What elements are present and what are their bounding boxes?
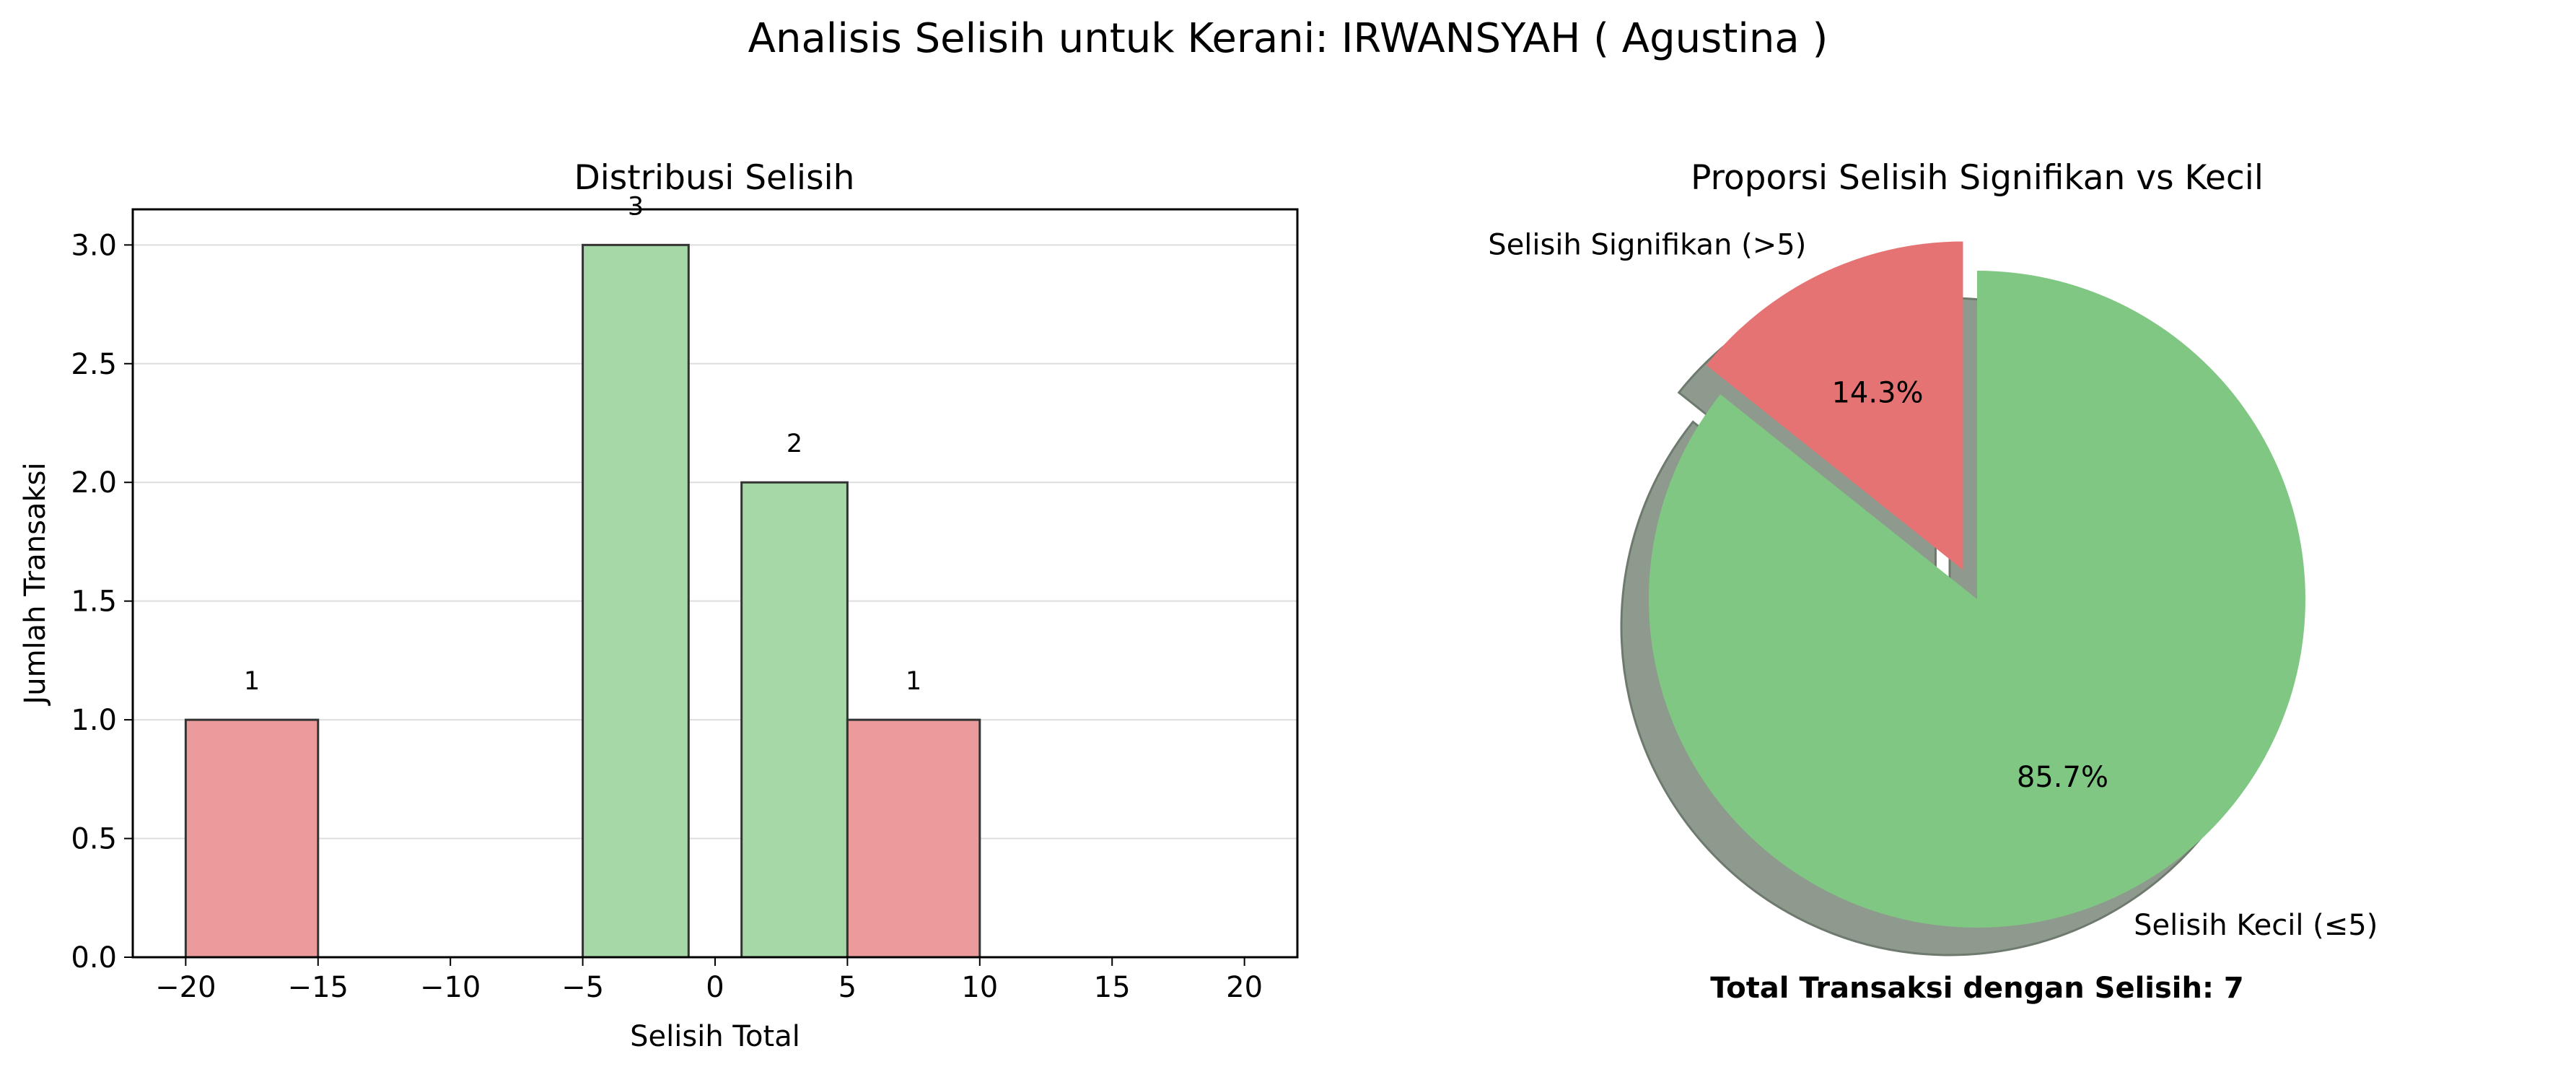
histogram-x-tick-label: 0 [706,971,724,1004]
pie-percent-label: 85.7% [2017,761,2108,794]
histogram-bars [184,243,981,959]
histogram-grid [133,244,1297,958]
histogram-x-tick-label: 10 [961,971,998,1004]
pie-labels: Selisih Signifikan (>5) 14.3% Selisih Keci… [1488,229,2378,942]
histogram-title: Distribusi Selisih [574,158,855,198]
histogram-bar-labels: 1 3 2 1 [244,192,921,696]
histogram-x-tick-label: 15 [1094,971,1131,1004]
histogram-x-tick-label: 5 [838,971,857,1004]
histogram-bar-label: 2 [787,430,802,458]
pie-title: Proporsi Selisih Signifikan vs Kecil [1691,158,2264,198]
histogram-x-tick-label: −10 [420,971,481,1004]
figure-title: Analisis Selisih untuk Kerani: IRWANSYAH… [748,15,1828,62]
histogram-bar-label: 1 [906,667,921,696]
histogram-y-tick-label: 0.0 [71,941,117,975]
histogram-y-tick-label: 0.5 [71,823,117,856]
histogram-x-ticks: −20 −15 −10 −5 0 5 10 15 20 [155,957,1263,1004]
histogram-y-tick-label: 1.0 [71,704,117,737]
histogram-bar [184,718,320,959]
histogram-x-tick-label: 20 [1226,971,1263,1004]
pie-percent-label: 14.3% [1831,376,1923,409]
histogram-y-axis-label: Jumlah Transaksi [19,462,52,706]
histogram-chart: Distribusi Selisih 1 3 2 1 −20 −15 −10 −5 0 5 10 1… [19,158,1299,1053]
pie-slice [1649,271,2305,928]
histogram-bar-label: 3 [628,192,644,221]
histogram-y-tick-label: 2.5 [71,348,117,381]
pie-slice-label: Selisih Signifikan (>5) [1488,229,1806,262]
histogram-x-tick-label: −5 [561,971,604,1004]
histogram-bar [846,718,981,959]
histogram-y-tick-label: 2.0 [71,466,117,500]
histogram-bar [740,481,849,959]
histogram-x-axis-label: Selisih Total [630,1020,800,1053]
pie-slice-label: Selisih Kecil (≤5) [2134,909,2378,942]
histogram-x-tick-label: −15 [288,971,349,1004]
histogram-y-tick-label: 1.5 [71,585,117,619]
histogram-x-tick-label: −20 [155,971,216,1004]
histogram-bar [582,243,690,959]
pie-slices [1649,241,2305,928]
histogram-bar-label: 1 [244,667,260,696]
pie-slice [1706,241,1963,570]
histogram-y-ticks: 0.0 0.5 1.0 1.5 2.0 2.5 3.0 [71,229,133,975]
total-transactions-text: Total Transaksi dengan Selisih: 7 [1710,972,2244,1005]
pie-chart: Proporsi Selisih Signifikan vs Kecil Sel… [1488,158,2378,1005]
histogram-y-tick-label: 3.0 [71,229,117,262]
